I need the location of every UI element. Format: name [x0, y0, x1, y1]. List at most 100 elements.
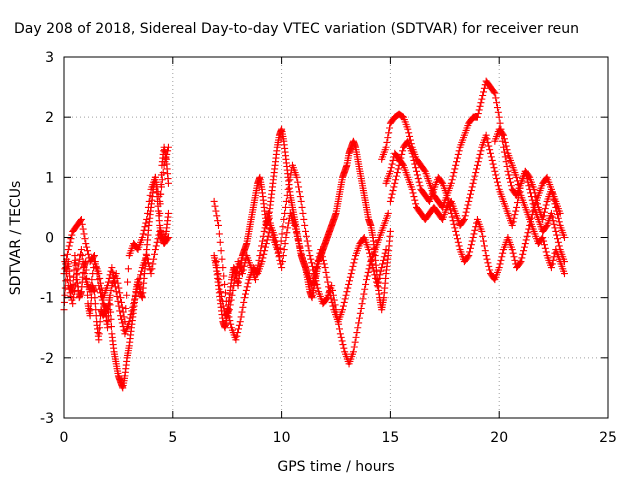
- data-point: [386, 124, 394, 132]
- data-point: [119, 308, 127, 316]
- data-point: [474, 158, 482, 166]
- data-point: [496, 119, 504, 127]
- data-point: [416, 182, 424, 190]
- data-point: [369, 264, 377, 272]
- data-point: [408, 149, 416, 157]
- data-point: [317, 246, 325, 254]
- data-point: [554, 214, 562, 222]
- data-point: [213, 264, 221, 272]
- data-point: [461, 212, 469, 220]
- data-point: [81, 235, 89, 243]
- data-point: [554, 235, 562, 243]
- data-point: [308, 259, 316, 267]
- data-point: [527, 193, 535, 201]
- data-point: [261, 224, 269, 232]
- data-point: [392, 176, 400, 184]
- data-point: [524, 178, 532, 186]
- data-point: [104, 312, 112, 320]
- data-point: [215, 276, 223, 284]
- data-point: [520, 243, 528, 251]
- data-point: [478, 95, 486, 103]
- data-point: [156, 209, 164, 217]
- data-point: [298, 203, 306, 211]
- data-point: [553, 231, 561, 239]
- data-point: [470, 230, 478, 238]
- data-point: [493, 104, 501, 112]
- data-point: [471, 172, 479, 180]
- data-point: [221, 280, 229, 288]
- data-point: [449, 217, 457, 225]
- data-point: [548, 213, 556, 221]
- data-point: [473, 113, 481, 121]
- data-point: [395, 161, 403, 169]
- data-point: [311, 271, 319, 279]
- data-point: [345, 280, 353, 288]
- data-point: [312, 264, 320, 272]
- data-point: [467, 241, 475, 249]
- data-point: [496, 260, 504, 268]
- data-point: [62, 260, 70, 268]
- data-point: [386, 197, 394, 205]
- data-point: [65, 242, 73, 250]
- data-point: [365, 246, 373, 254]
- data-point: [61, 265, 69, 273]
- data-point: [297, 247, 305, 255]
- data-point: [345, 277, 353, 285]
- data-point: [103, 304, 111, 312]
- data-point: [164, 235, 172, 243]
- data-point: [349, 262, 357, 270]
- data-point: [549, 256, 557, 264]
- data-point: [488, 156, 496, 164]
- data-point: [308, 282, 316, 290]
- data-point: [66, 238, 74, 246]
- data-point: [220, 272, 228, 280]
- data-point: [472, 169, 480, 177]
- data-point: [121, 318, 129, 326]
- data-point: [70, 294, 78, 302]
- data-point: [318, 249, 326, 257]
- data-point: [552, 227, 560, 235]
- data-point: [542, 223, 550, 231]
- data-point: [298, 250, 306, 258]
- data-point: [386, 167, 394, 175]
- data-point: [294, 236, 302, 244]
- data-point: [117, 312, 125, 320]
- data-point: [377, 267, 385, 275]
- data-point: [341, 295, 349, 303]
- data-point: [278, 258, 286, 266]
- data-point: [268, 229, 276, 237]
- data-point: [146, 266, 154, 274]
- data-point: [313, 280, 321, 288]
- data-point: [513, 199, 521, 207]
- data-point: [453, 235, 461, 243]
- data-point: [389, 156, 397, 164]
- data-point: [403, 138, 411, 146]
- data-point: [69, 300, 77, 308]
- data-point: [254, 261, 262, 269]
- data-point: [90, 252, 98, 260]
- data-point: [108, 264, 116, 272]
- data-point: [348, 266, 356, 274]
- y-tick-label: -1: [40, 291, 54, 307]
- data-point: [460, 217, 468, 225]
- data-point: [542, 175, 550, 183]
- data-point: [413, 167, 421, 175]
- data-point: [522, 171, 530, 179]
- data-point: [469, 234, 477, 241]
- data-point: [411, 196, 419, 204]
- data-point: [219, 302, 227, 310]
- data-point: [486, 149, 494, 157]
- data-point: [253, 266, 261, 274]
- data-point: [475, 154, 483, 162]
- data-point: [77, 246, 85, 254]
- data-point: [375, 274, 383, 282]
- data-point: [70, 288, 78, 296]
- data-point: [225, 306, 233, 314]
- data-point: [384, 134, 392, 142]
- tick-labels: 0 5 10 15 20 25 -3 -2 -1 0 1 2 3: [40, 50, 617, 446]
- data-point: [104, 301, 112, 309]
- data-point: [425, 196, 433, 204]
- data-point: [86, 288, 94, 296]
- data-point: [529, 207, 537, 215]
- data-point: [486, 266, 494, 274]
